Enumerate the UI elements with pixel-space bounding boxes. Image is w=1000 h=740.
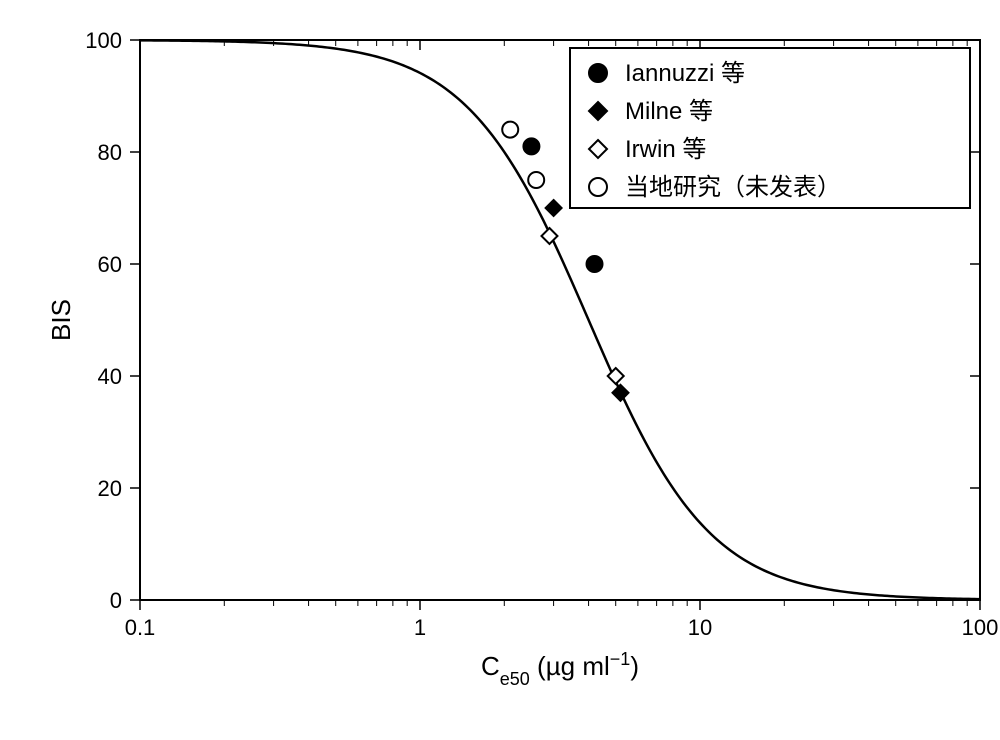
chart-svg: 0.1 1 10 100 0 20 40 60 80 100 BIS Ce50 (µg ml−1) Ia… bbox=[20, 20, 1000, 720]
legend-label: Milne 等 bbox=[625, 98, 713, 125]
chart-container: 0.1 1 10 100 0 20 40 60 80 100 BIS Ce50 (µg ml−1) Ia… bbox=[20, 20, 1000, 720]
x-tick-label: 100 bbox=[962, 615, 999, 640]
x-tick-label: 0.1 bbox=[125, 615, 156, 640]
y-tick-label: 80 bbox=[98, 140, 122, 165]
y-tick-label: 20 bbox=[98, 476, 122, 501]
x-tick-label: 10 bbox=[688, 615, 712, 640]
x-axis-title: Ce50 (µg ml−1) bbox=[481, 649, 639, 689]
y-axis-title: BIS bbox=[46, 299, 76, 341]
y-tick-label: 60 bbox=[98, 252, 122, 277]
y-tick-label: 100 bbox=[85, 28, 122, 53]
legend-label: Iannuzzi 等 bbox=[625, 60, 745, 87]
y-tick-label: 0 bbox=[110, 588, 122, 613]
x-tick-label: 1 bbox=[414, 615, 426, 640]
legend-label: 当地研究（未发表） bbox=[625, 174, 841, 201]
y-tick-label: 40 bbox=[98, 364, 122, 389]
legend-label: Irwin 等 bbox=[625, 136, 706, 163]
